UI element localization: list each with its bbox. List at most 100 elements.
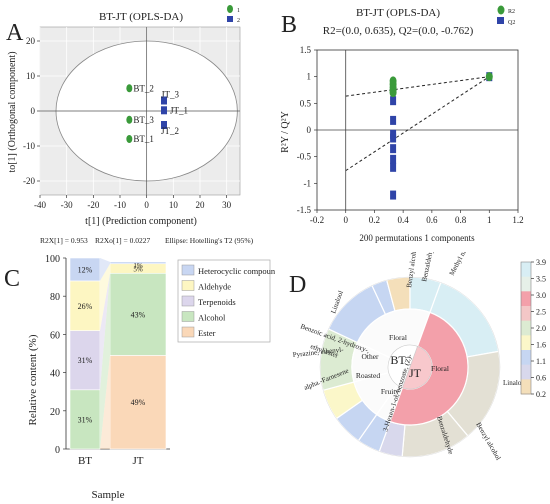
legend-marker-group-1 xyxy=(227,5,233,13)
y-tick-label: 20 xyxy=(26,36,36,46)
panel-letter-c: C xyxy=(4,266,20,292)
q2-point xyxy=(390,115,397,125)
colorbar-tick-label: 1.6 xyxy=(536,341,546,350)
inner-segment-bt xyxy=(387,344,418,389)
score-point-label: JT_3 xyxy=(161,90,180,100)
legend-label-2: 2 xyxy=(237,18,240,24)
bar-segment-label: 31% xyxy=(78,415,93,424)
y-tick-label: 100 xyxy=(45,254,60,265)
colorbar-tick-label: 0.6 xyxy=(536,374,546,383)
colorbar-band xyxy=(521,276,531,292)
x-tick-label: 1 xyxy=(487,215,492,225)
legend-marker-group-2 xyxy=(227,16,233,22)
x-tick-label: 0.8 xyxy=(455,215,467,225)
score-point xyxy=(126,84,133,93)
panel-a-footer-ellipse: Ellipse: Hotelling's T2 (95%) xyxy=(165,236,254,245)
score-point-label: BT_2 xyxy=(133,83,154,93)
q2-point xyxy=(390,154,397,164)
bar-segment-label: 1% xyxy=(133,262,143,270)
legend-marker-r2 xyxy=(497,5,505,15)
inner-segment-jt xyxy=(402,345,433,390)
legend-swatch xyxy=(181,280,195,291)
x-tick-label: 0.2 xyxy=(369,215,380,225)
panel-b-marks xyxy=(345,72,493,200)
panel-b-xlabel: 200 permutations 1 components xyxy=(359,233,475,243)
q2-point xyxy=(390,162,397,172)
y-tick-label: 0.5 xyxy=(300,98,312,108)
panel-letter-a: A xyxy=(6,20,24,46)
bar-segment xyxy=(69,280,101,331)
x-tick-label: 10 xyxy=(169,200,179,210)
colorbar-tick-label: 3.5 xyxy=(536,275,546,284)
x-tick-label: 0 xyxy=(144,200,149,210)
flow-band xyxy=(100,258,110,281)
x-tick-label: -30 xyxy=(61,200,73,210)
legend-label: Alcohol xyxy=(198,313,226,323)
outer-ring-label: Benzaldehyde xyxy=(420,252,436,282)
x-tick-label: -20 xyxy=(87,200,99,210)
legend-swatch xyxy=(181,295,195,307)
colorbar-band xyxy=(521,379,531,395)
r2-point xyxy=(485,72,493,82)
colorbar-tick-label: 2.0 xyxy=(536,324,546,333)
q2-point xyxy=(390,133,397,143)
bar-segment xyxy=(109,355,167,450)
flow-band xyxy=(100,273,110,449)
bar-segment-label: 49% xyxy=(131,398,146,407)
x-tick-label: 30 xyxy=(222,200,232,210)
legend-label-r2: R2 xyxy=(508,9,515,15)
score-point xyxy=(161,96,167,105)
colorbar-tick-label: 1.1 xyxy=(536,357,546,366)
q2-point xyxy=(390,190,397,200)
y-tick-label: 60 xyxy=(50,330,60,341)
x-tick-label: 0.4 xyxy=(398,215,410,225)
center-label-jt: JT xyxy=(409,366,422,380)
y-tick-label: -0.5 xyxy=(297,152,312,162)
x-tick-label: -10 xyxy=(114,200,126,210)
colorbar-band xyxy=(521,350,531,366)
colorbar-tick-label: 0.2 xyxy=(536,390,546,399)
colorbar-tick-label: 3.0 xyxy=(536,291,546,300)
panel-b-title: BT-JT (OPLS-DA) xyxy=(356,7,440,19)
y-tick-label: 1 xyxy=(307,72,312,82)
q2-point xyxy=(390,96,397,106)
panel-d-rings xyxy=(319,276,501,458)
score-point xyxy=(126,115,133,124)
legend-label: Heterocyclic compound xyxy=(198,266,275,276)
bar-segment xyxy=(109,272,167,356)
legend-swatch xyxy=(181,326,195,338)
score-point-label: JT_2 xyxy=(161,126,179,136)
panel-letter-d: D xyxy=(289,272,306,298)
score-point xyxy=(126,135,133,143)
y-tick-label: 40 xyxy=(50,369,60,380)
panel-c-stacked-bar: C 0 20 40 60 80 100 31% 31% 26% 12% BT 49% 43% 5%1% J… xyxy=(4,254,275,501)
center-label-bt: BT xyxy=(390,353,406,367)
x-tick-label: 0.6 xyxy=(426,215,438,225)
panel-a-footer-r2x: R2X[1] = 0.953 xyxy=(40,236,88,245)
y-tick-label: -1 xyxy=(304,178,312,188)
panel-b-axes: -0.2 0 0.2 0.4 0.6 0.8 1 1.2 1.5 1 0.5 0 -0.5 -1 -1.5 xyxy=(297,45,524,225)
legend-label-q2: Q2 xyxy=(508,20,515,26)
y-tick-label: -20 xyxy=(23,176,35,186)
flow-band xyxy=(100,273,110,390)
regression-line-q2 xyxy=(345,76,490,172)
x-tick-label: -40 xyxy=(34,200,46,210)
panel-c-ylabel: Relative content (%) xyxy=(27,334,39,425)
panel-a-opls-scores: A BT-JT (OPLS-DA) 1 2 -40 -30 -20 -10 0 10 20 3… xyxy=(6,5,254,245)
middle-ring-label: Fruity xyxy=(381,387,400,396)
x-tick-label: 20 xyxy=(196,200,206,210)
category-label: JT xyxy=(133,455,144,467)
panel-a-ylabel: to[1] (Orthogonal component) xyxy=(7,51,18,172)
regression-line-r2 xyxy=(345,76,490,97)
colorbar-band xyxy=(521,262,531,278)
x-tick-label: 0 xyxy=(343,215,348,225)
y-tick-label: 1.5 xyxy=(300,45,312,55)
bar-segment-label: 43% xyxy=(131,310,146,319)
panel-c-marks: 31% 31% 26% 12% BT 49% 43% 5%1% JT xyxy=(69,257,167,467)
panel-letter-b: B xyxy=(281,12,297,38)
legend-label: Ester xyxy=(198,328,216,338)
y-tick-label: 20 xyxy=(50,407,60,418)
score-point-label: JT_1 xyxy=(170,105,188,115)
x-tick-label: 1.2 xyxy=(512,215,523,225)
